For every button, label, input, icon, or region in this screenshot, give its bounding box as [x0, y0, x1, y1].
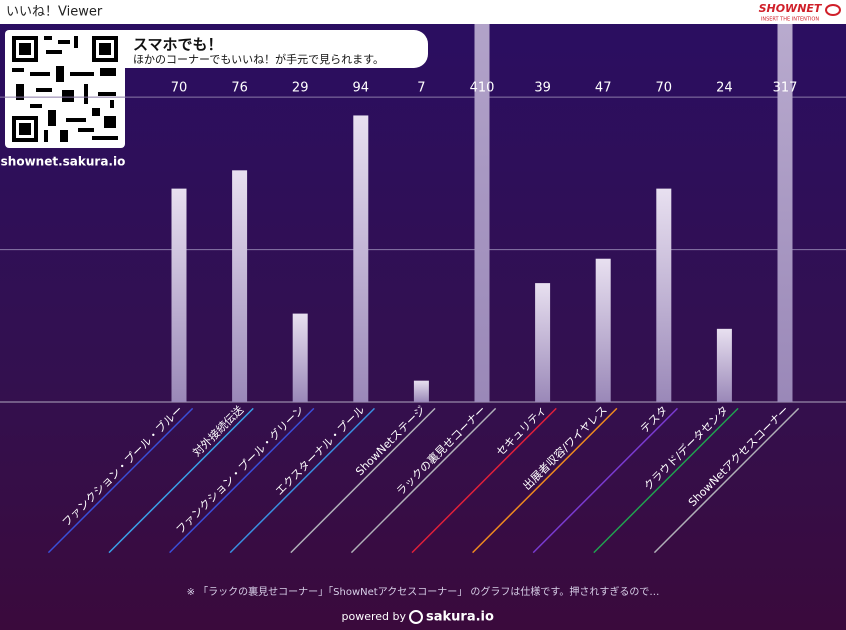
bar	[413, 380, 429, 402]
promo-title: スマホでも！	[133, 36, 223, 54]
value-label: 47	[595, 81, 612, 96]
category-line	[411, 407, 557, 554]
bar	[474, 24, 490, 403]
footer-note: ※ 「ラックの裏見せコーナー」「ShowNetアクセスコーナー」 のグラフは仕様…	[187, 585, 660, 598]
bar	[232, 170, 248, 402]
app-title: いいね！Viewer	[6, 5, 103, 20]
value-label: 24	[716, 81, 733, 96]
bar	[656, 188, 672, 402]
bar	[595, 258, 611, 402]
qr-code	[12, 36, 118, 142]
category-line	[350, 407, 497, 554]
category-line	[290, 407, 436, 554]
promo-url: shownet.sakura.io	[1, 155, 126, 169]
top-bar	[0, 0, 846, 24]
category-line	[229, 407, 375, 554]
logo-tagline: INSERT THE INTENTION	[761, 17, 819, 23]
value-label: 70	[656, 81, 673, 96]
category-line	[653, 407, 800, 554]
category-line	[593, 407, 739, 554]
value-label: 76	[231, 81, 248, 96]
value-label: 29	[292, 81, 309, 96]
value-label: 410	[470, 81, 495, 96]
bar	[777, 24, 793, 402]
brand-icon	[409, 610, 423, 624]
category-line	[47, 407, 194, 554]
bar	[171, 188, 187, 402]
logo-mark	[825, 4, 841, 16]
logo: SHOWNET	[759, 2, 823, 15]
promo-text: ほかのコーナーでもいいね！が手元で見られます。	[133, 52, 384, 66]
brand: sakura.io	[426, 610, 494, 625]
value-label: 317	[773, 81, 798, 96]
powered-by: powered by	[342, 610, 407, 623]
value-label: 70	[171, 81, 188, 96]
value-label: 39	[534, 81, 551, 96]
category-line	[108, 407, 254, 554]
category-line	[472, 407, 618, 554]
category-line	[532, 407, 678, 554]
value-label: 94	[353, 81, 370, 96]
bar	[535, 283, 551, 402]
value-label: 7	[417, 81, 425, 96]
category-line	[169, 407, 315, 554]
bar	[292, 313, 308, 402]
bar	[353, 115, 369, 403]
bar	[716, 328, 732, 402]
plot	[171, 24, 793, 403]
